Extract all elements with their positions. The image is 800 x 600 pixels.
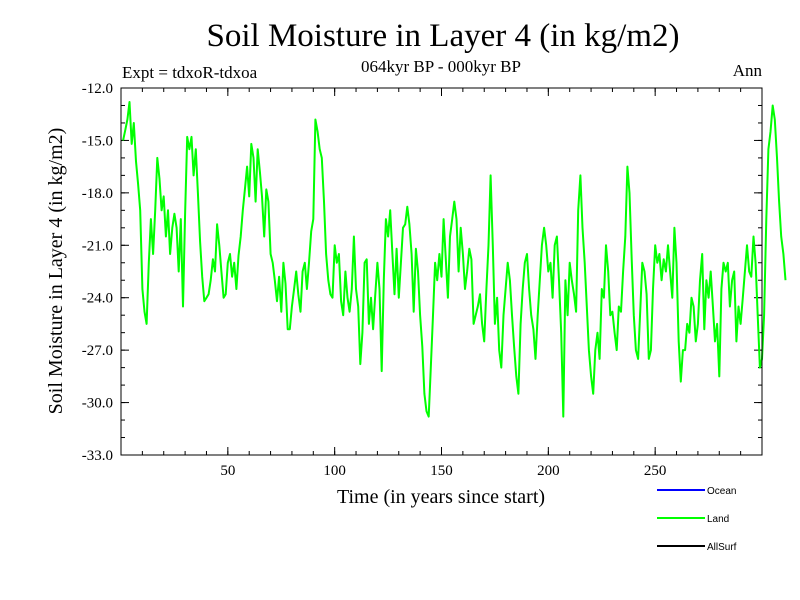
x-tick-label: 50 [220, 463, 235, 479]
axis-ticks: 50 100 150 200 250 -12.0 -15.0 -18.0 -21.0 -24.0 -… [82, 81, 762, 479]
chart-title: Soil Moisture in Layer 4 (in kg/m2) [207, 18, 680, 54]
x-tick-label: 250 [644, 463, 667, 479]
x-tick-label: 150 [430, 463, 453, 479]
y-tick-label: -30.0 [82, 396, 113, 412]
legend-label-land: Land [707, 514, 729, 525]
y-tick-label: -18.0 [82, 186, 113, 202]
y-tick-label: -15.0 [82, 133, 113, 149]
series-line-land [122, 101, 787, 418]
y-tick-label: -24.0 [82, 291, 113, 307]
y-tick-label: -27.0 [82, 343, 113, 359]
chart-subtitle: 064kyr BP - 000kyr BP [361, 57, 521, 76]
y-tick-label: -21.0 [82, 238, 113, 254]
x-tick-label: 100 [323, 463, 346, 479]
x-axis-label: Time (in years since start) [337, 486, 545, 508]
experiment-label: Expt = tdxoR-tdxoa [122, 63, 258, 82]
y-tick-label: -12.0 [82, 81, 113, 97]
plot-frame [120, 87, 763, 456]
legend-label-ocean: Ocean [707, 486, 736, 497]
legend: Ocean Land AllSurf [657, 486, 737, 553]
season-label: Ann [733, 61, 763, 80]
x-tick-label: 200 [537, 463, 560, 479]
y-axis-label: Soil Moisture in Layer 4 (in kg/m2) [45, 128, 67, 415]
series-layer [122, 101, 787, 418]
y-tick-label: -33.0 [82, 448, 113, 464]
legend-label-allsurf: AllSurf [707, 542, 737, 553]
